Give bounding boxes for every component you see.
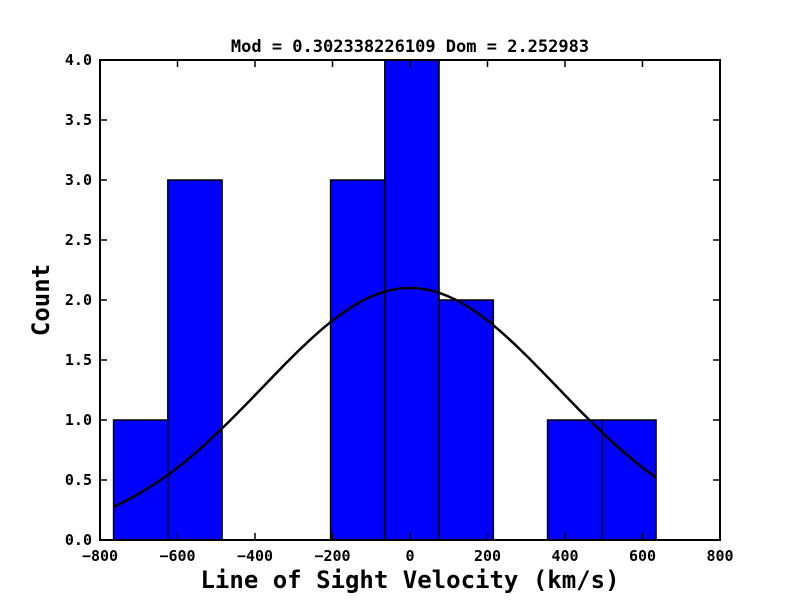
- y-tick-label-7: 3.0: [65, 171, 92, 189]
- y-tick-label-6: 2.5: [65, 231, 92, 249]
- x-tick-label-2: −600: [159, 547, 195, 565]
- y-tick-label-2: 0.5: [65, 471, 92, 489]
- histogram-bar-5: [329, 179, 386, 541]
- y-tick-label-5: 2.0: [65, 291, 92, 309]
- x-tick-label-9: 800: [706, 547, 733, 565]
- x-tick-label-5: 0: [405, 547, 414, 565]
- x-tick-label-4: −200: [314, 547, 350, 565]
- x-axis-label: Line of Sight Velocity (km/s): [200, 566, 619, 594]
- histogram-bar-9: [546, 419, 603, 541]
- x-tick-label-3: −400: [237, 547, 273, 565]
- x-tick-label-1: −800: [82, 547, 118, 565]
- histogram-bars: [112, 59, 657, 541]
- chart-title: Mod = 0.302338226109 Dom = 2.252983: [231, 37, 589, 57]
- histogram-bar-10: [601, 419, 657, 541]
- x-tick-label-7: 400: [551, 547, 578, 565]
- y-tick-label-8: 3.5: [65, 111, 92, 129]
- y-axis-label: Count: [27, 264, 55, 336]
- y-tick-label-1: 0.0: [65, 531, 92, 549]
- axes-frame: [99, 59, 721, 541]
- x-tick-labels: −800 −600 −400 −200 0 200 400 600 800: [82, 547, 734, 565]
- histogram-bar-2: [167, 179, 223, 541]
- y-tick-label-9: 4.0: [65, 51, 92, 69]
- x-tick-label-6: 200: [474, 547, 501, 565]
- histogram-bar-7: [438, 299, 495, 541]
- histogram-bar-6: [384, 59, 440, 541]
- y-tick-label-3: 1.0: [65, 411, 92, 429]
- y-tick-label-4: 1.5: [65, 351, 92, 369]
- gaussian-fit-curve: [113, 286, 657, 508]
- x-tick-label-8: 600: [629, 547, 656, 565]
- y-tick-labels: 0.0 0.5 1.0 1.5 2.0 2.5 3.0 3.5 4.0: [65, 51, 92, 549]
